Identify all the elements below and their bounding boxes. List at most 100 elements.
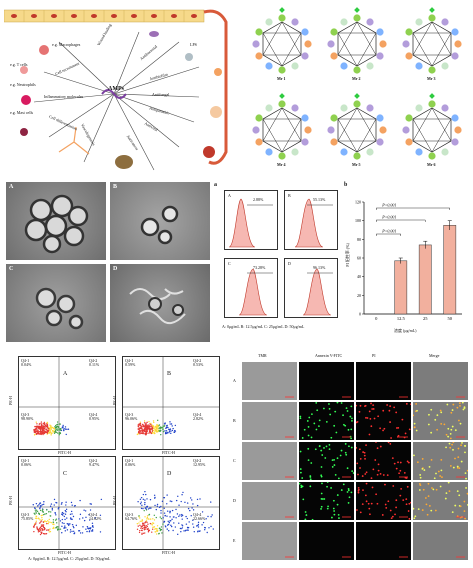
flow-dot-event: [49, 505, 52, 507]
flow-dot-event: [145, 526, 147, 529]
flow-dot-event: [40, 532, 43, 535]
flow-dot-event: [63, 515, 66, 518]
fluor-spot: [361, 475, 364, 477]
flow-dot-event: [144, 524, 146, 527]
flow-dot-event: [47, 430, 49, 433]
flow-dot-event: [191, 507, 193, 509]
fluor-spot: [336, 402, 339, 404]
flow-dot-event: [82, 517, 84, 519]
fluor-cell-art: [285, 436, 294, 438]
flow-dot-event: [86, 530, 88, 533]
flow-dot-event: [34, 430, 37, 433]
flow-dot-event: [168, 530, 170, 532]
fluor-spot: [323, 498, 326, 500]
bar-y-tick-label: 120: [355, 200, 361, 205]
flow-dot-plots: Q4-1 0.04% Q4-2 0.11% Q4-3 98.90% Q4-4 0.95…: [4, 352, 228, 564]
flow-dot-event: [166, 528, 168, 530]
fluor-spot: [428, 465, 431, 468]
fluor-row-label: C: [233, 458, 236, 463]
fluor-spot: [357, 491, 360, 494]
flow-dot-event: [35, 427, 38, 430]
flow-dot-event: [66, 523, 69, 525]
flow-dot-event: [171, 429, 174, 432]
flow-dot-event: [160, 528, 162, 531]
fluor-spot: [464, 517, 467, 520]
fluor-spot: [403, 471, 406, 474]
fluor-spot: [382, 474, 385, 476]
flow-dot-event: [169, 500, 171, 502]
fluor-cell: [242, 402, 297, 440]
flow-dot-event: [40, 525, 43, 528]
flow-dot-event: [33, 524, 36, 526]
fluor-spot: [386, 474, 389, 477]
fluor-spot: [383, 427, 386, 430]
fluor-cell-art: [299, 443, 354, 480]
bar-xlabel: 浓度 (μg/mL): [394, 328, 417, 333]
flow-dot-event: [63, 427, 65, 430]
fluor-spot: [306, 420, 309, 422]
fluor-spot: [351, 419, 353, 422]
flow-dot-event: [90, 530, 93, 532]
fluor-cell: [242, 442, 297, 480]
flow-dot-event: [196, 504, 199, 507]
fluor-spot: [335, 431, 338, 434]
flow-dot-event: [46, 422, 49, 424]
fluor-spot: [452, 442, 455, 443]
flow-dot-event: [155, 508, 157, 511]
fluor-spot: [386, 404, 389, 406]
fluor-spot: [399, 461, 402, 464]
flow-dot-event: [57, 528, 59, 530]
flow-dot-event: [175, 499, 178, 502]
fluor-cell-art: [285, 476, 294, 478]
flow-dot-event: [160, 517, 163, 520]
flow-dot-event: [153, 421, 155, 424]
flow-dot-event: [145, 423, 147, 425]
flow-dot-event: [40, 421, 43, 423]
fluor-spot: [451, 425, 454, 428]
fluor-spot: [350, 446, 353, 449]
flow-dot-event: [171, 509, 174, 512]
flow-dot-event: [44, 428, 46, 430]
fluor-spot: [427, 423, 430, 426]
fluor-spot: [370, 425, 373, 428]
flow-dot-event: [145, 508, 147, 510]
fluor-header: Merge: [429, 353, 440, 358]
fluor-spot: [419, 476, 422, 479]
flow-dot-event: [149, 522, 152, 525]
fluor-spot: [385, 507, 388, 509]
flow-dot-event: [169, 512, 171, 514]
quadrant-q1: Q4-1 0.04%: [21, 358, 32, 367]
flow-dot-event: [153, 427, 155, 430]
fluor-spot: [424, 497, 427, 499]
flow-dot-event: [40, 431, 43, 433]
flow-dot-event: [52, 431, 54, 433]
fluor-spot: [430, 459, 433, 461]
fluor-spot: [416, 461, 419, 464]
fluor-spot: [465, 477, 467, 480]
fluor-spot: [398, 472, 401, 475]
fluor-spot: [463, 500, 466, 503]
quadrant-q4: Q4-4 14.62%: [89, 512, 102, 521]
flow-dot-event: [177, 495, 179, 497]
flow-dot-event: [70, 501, 73, 504]
fluor-spot: [394, 513, 396, 516]
wheel-label-4: Mr 4: [277, 162, 286, 167]
flow-dot-label: B: [167, 371, 172, 377]
fluor-spot: [466, 492, 468, 495]
flow-dot-event: [171, 425, 173, 427]
fluor-spot: [421, 458, 424, 460]
flow-dot-xaxis: FITC-H: [58, 550, 71, 555]
fluor-spot: [349, 415, 352, 418]
flow-hist-b: B 55.13%: [284, 190, 338, 250]
flow-dot-event: [54, 426, 57, 429]
fluor-header: PI: [372, 353, 376, 358]
fluor-header: Annexin V-FITC: [315, 353, 343, 358]
fluor-spot: [299, 417, 302, 420]
flow-dot-event: [158, 430, 160, 432]
fluor-spot: [456, 490, 459, 493]
flow-dot-event: [138, 522, 140, 524]
fluor-spot: [466, 469, 468, 472]
flow-dot-event: [151, 425, 153, 428]
fluor-spot: [363, 454, 366, 457]
fluor-spot: [318, 425, 320, 427]
